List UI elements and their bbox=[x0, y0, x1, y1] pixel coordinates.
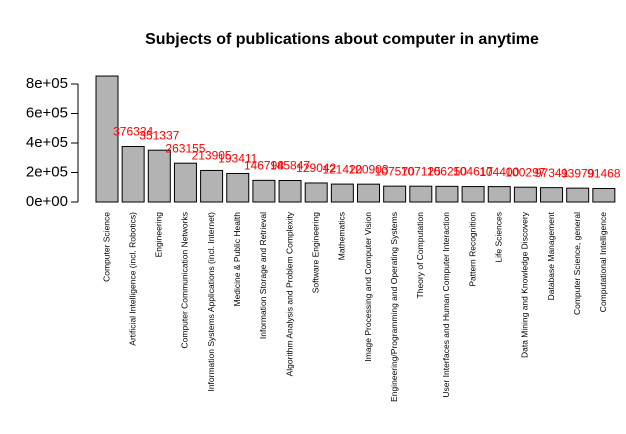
value-label: 104400 bbox=[479, 165, 519, 179]
y-tick-label: 6e+05 bbox=[26, 104, 68, 121]
bar bbox=[173, 162, 197, 203]
x-tick-label: Life Sciences bbox=[494, 212, 504, 263]
value-label: 91468 bbox=[587, 167, 621, 181]
x-tick-label: Medicine & Public Health bbox=[232, 212, 242, 307]
value-label: 145847 bbox=[270, 159, 310, 173]
bar bbox=[357, 183, 380, 203]
value-label: 213905 bbox=[192, 149, 232, 163]
x-tick-label: Information Systems Applications (incl. … bbox=[206, 212, 216, 392]
bar bbox=[200, 169, 224, 203]
x-tick-label: Computational Intelligence bbox=[598, 212, 608, 312]
value-label: 107570 bbox=[375, 164, 415, 178]
chart-title: Subjects of publications about computer … bbox=[145, 31, 539, 48]
bar bbox=[487, 186, 511, 203]
y-tick-label: 0e+00 bbox=[26, 193, 68, 210]
x-tick-label: Database Management bbox=[546, 211, 556, 300]
x-tick-label: Computer Science bbox=[101, 212, 111, 282]
bar bbox=[435, 185, 459, 203]
x-tick-label: Computer Science, general bbox=[572, 212, 582, 315]
bar bbox=[278, 179, 302, 203]
x-tick-label: Algorithm Analysis and Problem Complexit… bbox=[284, 211, 294, 376]
x-tick-label: Information Storage and Retrieval bbox=[258, 212, 268, 339]
x-tick-label: Engineering bbox=[154, 212, 164, 258]
value-label: 100297 bbox=[505, 165, 545, 179]
y-tick-label: 2e+05 bbox=[26, 163, 68, 180]
bar bbox=[304, 182, 328, 203]
x-tick-label: Data Mining and Knowledge Discovery bbox=[520, 211, 530, 358]
bar bbox=[252, 179, 276, 203]
x-tick-label: Computer Communication Networks bbox=[180, 212, 190, 349]
value-label: 121420 bbox=[322, 162, 362, 176]
value-label: 104617 bbox=[453, 165, 493, 179]
bar bbox=[513, 186, 537, 203]
value-label: 146798 bbox=[244, 159, 284, 173]
value-label: 351337 bbox=[139, 128, 179, 142]
bar bbox=[147, 149, 171, 203]
bar bbox=[566, 187, 590, 203]
bar bbox=[121, 145, 145, 203]
bar bbox=[95, 75, 119, 203]
bar bbox=[330, 183, 354, 203]
value-label: 129042 bbox=[296, 161, 336, 175]
value-label: 106250 bbox=[427, 165, 467, 179]
value-label: 93979 bbox=[561, 166, 595, 180]
x-tick-label: Mathematics bbox=[337, 212, 347, 260]
bar bbox=[226, 172, 250, 203]
bar bbox=[461, 186, 485, 203]
x-tick-label: Engineering/Programming and Operating Sy… bbox=[389, 212, 399, 402]
x-tick-label: Theory of Computation bbox=[415, 212, 425, 299]
y-tick-label: 4e+05 bbox=[26, 134, 68, 151]
bar bbox=[383, 185, 407, 203]
value-label: 376324 bbox=[113, 125, 153, 139]
bar bbox=[409, 185, 433, 203]
x-tick-label: Artificial Intelligence (incl. Robotics) bbox=[127, 212, 137, 346]
value-label: 193411 bbox=[218, 152, 257, 166]
value-label: 263155 bbox=[165, 141, 205, 155]
x-tick-label: Image Processing and Computer Vision bbox=[363, 212, 373, 362]
value-label: 107125 bbox=[401, 164, 441, 178]
x-tick-label: Pattern Recognition bbox=[467, 212, 477, 287]
value-label: 120903 bbox=[348, 162, 388, 176]
bar bbox=[540, 187, 564, 203]
value-label: 97341 bbox=[535, 166, 569, 180]
x-tick-label: User Interfaces and Human Computer Inter… bbox=[441, 212, 451, 398]
y-tick-label: 8e+05 bbox=[26, 75, 68, 92]
x-tick-label: Software Engineering bbox=[310, 212, 320, 294]
bar bbox=[592, 188, 616, 203]
